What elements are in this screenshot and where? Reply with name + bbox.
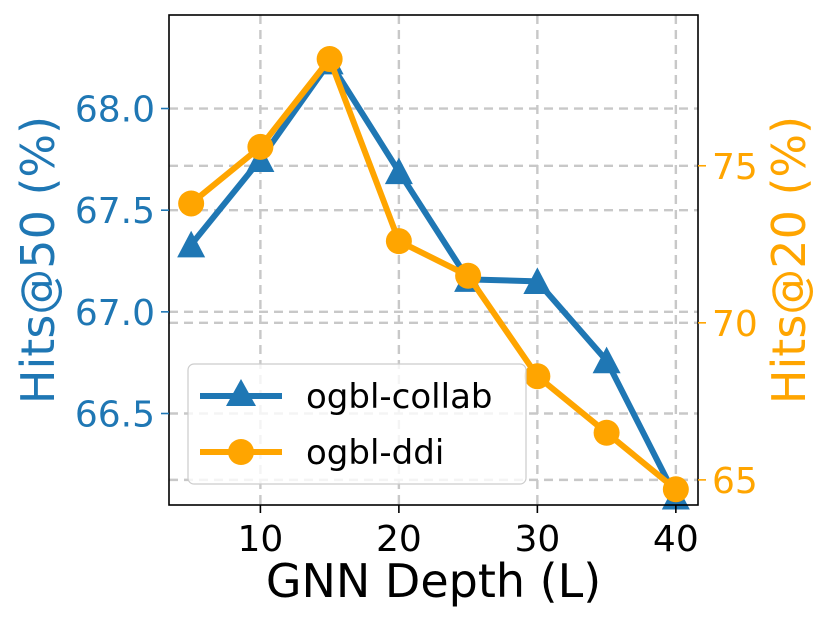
x-axis: 10 20 30 40	[237, 505, 699, 560]
y-left-tick-label: 67.5	[75, 191, 155, 232]
x-tick-label: 40	[653, 519, 699, 560]
series-ogbl-ddi	[178, 45, 689, 503]
data-point-circle	[385, 228, 412, 255]
y-left-tick-label: 68.0	[75, 90, 155, 131]
legend-marker-triangle	[226, 379, 256, 406]
data-point-circle	[316, 45, 343, 72]
data-point-triangle	[384, 157, 413, 185]
data-point-triangle	[177, 230, 206, 258]
legend-marker-circle	[228, 439, 254, 465]
y-right-tick-label: 65	[712, 461, 758, 502]
x-tick-label: 30	[514, 519, 560, 560]
data-point-circle	[247, 133, 274, 160]
legend-label-collab: ogbl-collab	[306, 377, 493, 417]
x-axis-label: GNN Depth (L)	[266, 554, 601, 608]
data-point-circle	[178, 190, 205, 217]
data-point-triangle	[592, 346, 621, 374]
data-point-circle	[455, 262, 482, 289]
data-point-circle	[524, 363, 551, 390]
y-left-tick-label: 66.5	[75, 395, 155, 436]
data-point-triangle	[523, 267, 552, 294]
y-left-axis-label: Hits@50 (%)	[11, 116, 65, 404]
y-right-tick-label: 75	[712, 147, 758, 188]
grid	[169, 15, 698, 505]
plot-frame	[168, 14, 699, 506]
y-left-axis: 66.5 67.0 67.5 68.0	[75, 90, 169, 436]
legend-label-ddi: ogbl-ddi	[306, 433, 444, 473]
y-left-tick-label: 67.0	[75, 293, 155, 334]
legend: ogbl-collab ogbl-ddi	[187, 363, 527, 485]
data-point-circle	[662, 476, 689, 503]
y-right-axis: 65 70 75	[698, 147, 758, 502]
x-tick-label: 10	[237, 519, 283, 560]
y-right-axis-label: Hits@20 (%)	[762, 116, 816, 404]
data-point-circle	[593, 419, 620, 446]
series-layer	[177, 45, 690, 510]
legend-entry-ddi: ogbl-ddi	[200, 433, 444, 473]
series-line-ogbl-ddi	[189, 55, 678, 492]
x-tick-label: 20	[376, 519, 422, 560]
legend-entry-collab: ogbl-collab	[200, 377, 493, 417]
y-right-tick-label: 70	[712, 304, 758, 345]
